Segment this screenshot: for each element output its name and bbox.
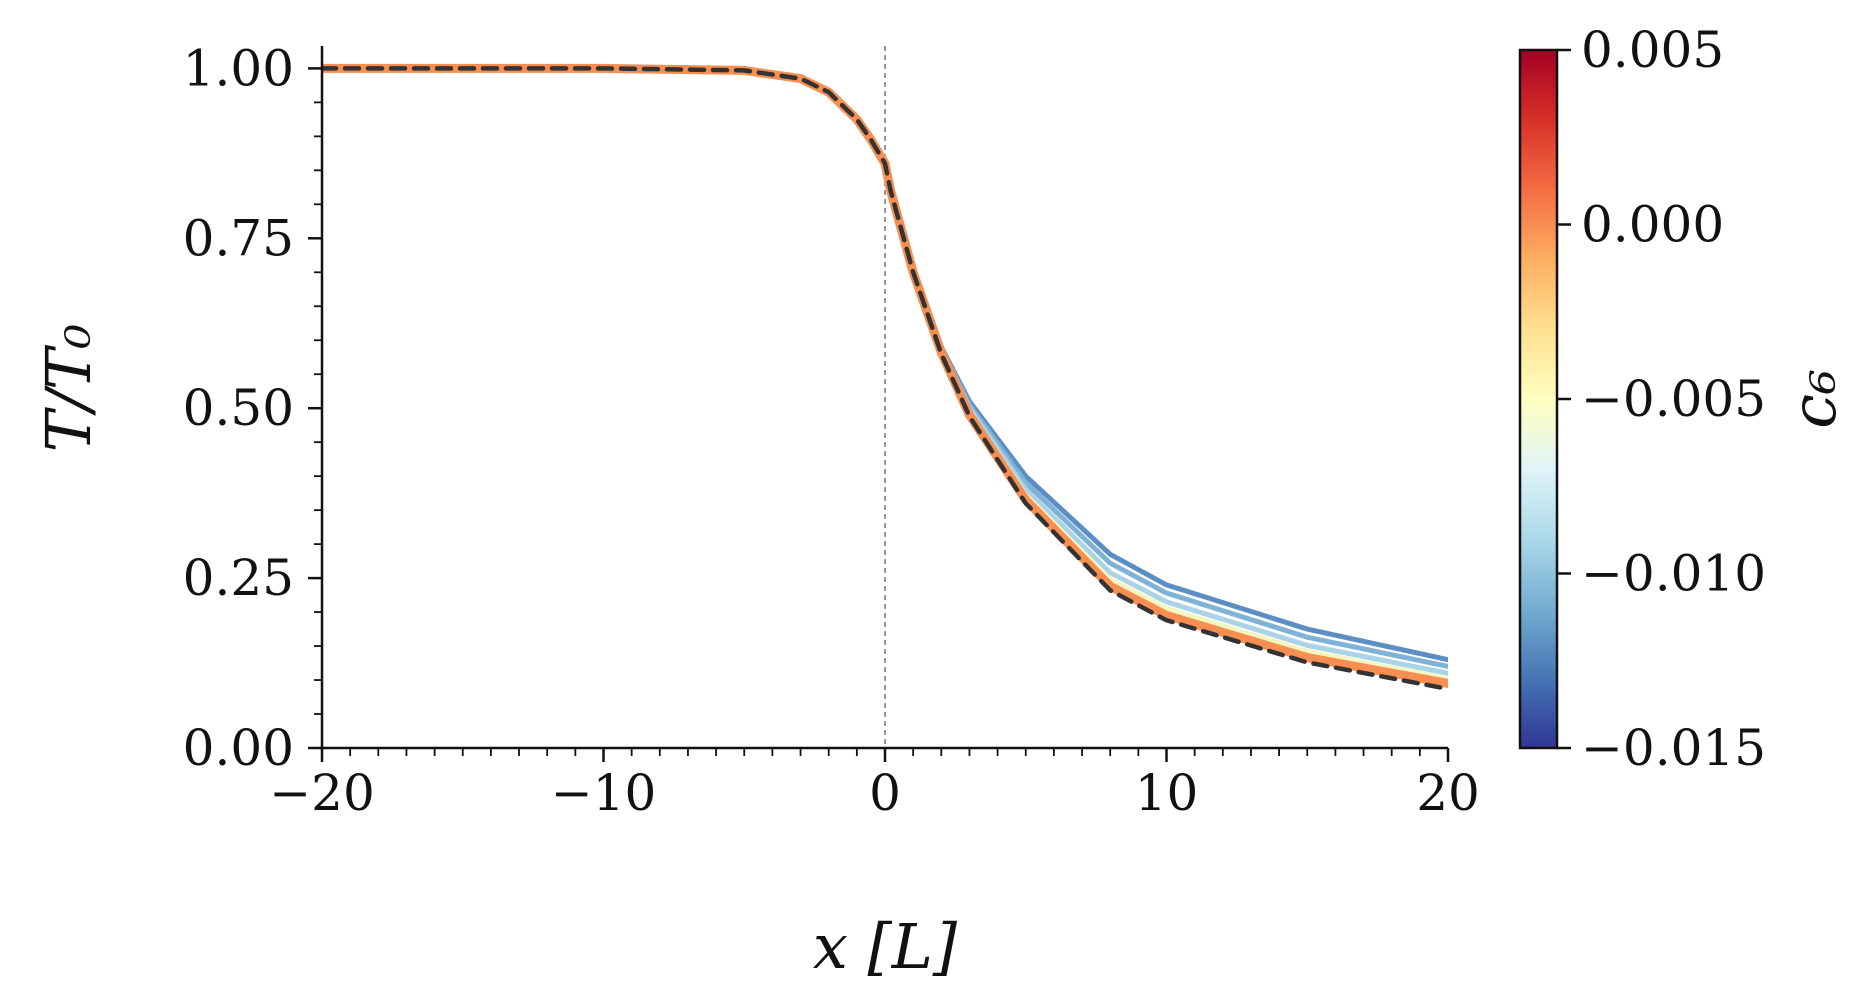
colorbar-tick-label: 0.000 <box>1581 196 1724 254</box>
x-tick-label: 0 <box>869 764 901 822</box>
y-tick-label: 0.75 <box>183 209 294 267</box>
reference-curve-dashed <box>322 66 1448 692</box>
colorbar: 0.005 0.000 −0.005 −0.010 −0.015 c₆ <box>1518 21 1850 777</box>
x-tick-label: −20 <box>269 764 375 822</box>
colorbar-tick-label: 0.005 <box>1581 21 1724 79</box>
y-tick-label: 1.00 <box>183 39 294 97</box>
x-tick-label: 20 <box>1416 764 1480 822</box>
colorbar-label: c₆ <box>1777 369 1850 429</box>
colorbar-ticks: 0.005 0.000 −0.005 −0.010 −0.015 <box>1557 21 1766 777</box>
y-tick-label: 0.25 <box>183 549 294 607</box>
x-tick-label: 10 <box>1135 764 1199 822</box>
colorbar-tick-label: −0.005 <box>1581 370 1766 428</box>
colorbar-tick-label: −0.010 <box>1581 545 1766 603</box>
x-axis-ticks: −20 −10 0 10 20 <box>269 748 1480 822</box>
y-tick-label: 0.00 <box>183 719 294 777</box>
y-axis-label: T/T₀ <box>32 324 105 453</box>
curves-group <box>322 63 1448 692</box>
x-tick-label: −10 <box>551 764 657 822</box>
y-axis-ticks: 0.00 0.25 0.50 0.75 1.00 <box>183 39 322 777</box>
colorbar-gradient <box>1518 48 1559 750</box>
y-tick-label: 0.50 <box>183 379 294 437</box>
x-axis-label: x [L] <box>813 910 958 983</box>
colorbar-tick-label: −0.015 <box>1581 719 1766 777</box>
